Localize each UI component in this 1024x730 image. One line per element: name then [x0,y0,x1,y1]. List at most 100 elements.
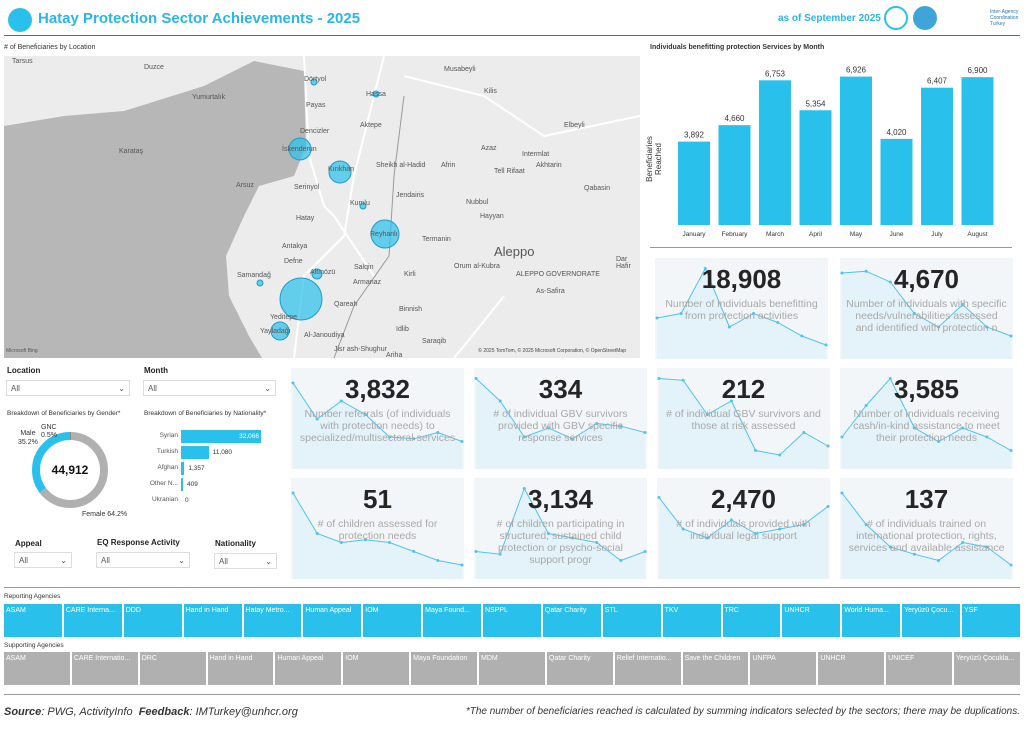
sparkline-point [776,321,780,324]
bar-august[interactable] [961,77,994,225]
eq-dropdown[interactable]: All ⌄ [96,552,190,568]
footer-note: *The number of beneficiaries reached is … [465,706,1020,717]
bar-february[interactable] [718,125,751,225]
reporting-agency-tile[interactable]: Hatay Metro... [243,604,302,637]
reporting-agency-tile[interactable]: STL [602,604,661,637]
supporting-agency-tile[interactable]: UNHCR [818,652,885,685]
bar-january[interactable] [678,141,710,225]
sparkline-point [840,435,844,439]
supporting-agency-tile[interactable]: ASAM [4,652,70,685]
donut-slice-male[interactable] [32,432,108,508]
kpi-label: # of children participating in structure… [496,518,625,566]
sparkline-point [460,440,464,443]
sparkline-point [961,541,965,544]
supporting-agency-tile[interactable]: Save the Children [682,652,749,685]
reporting-agencies: ASAM CARE Interna... DDD Hand in Hand Hatay … [4,604,1020,637]
reporting-agency-tile[interactable]: IOM [363,604,422,637]
location-map[interactable]: Tarsus Duzce Yumurtalık Karataş Dörtyol Hassa… [4,56,640,358]
reporting-agency-tile[interactable]: UNHCR [782,604,841,637]
kpi-sparkline [291,491,464,579]
reporting-agency-tile[interactable]: ASAM [4,604,62,637]
supporting-agency-tile[interactable]: DRC [139,652,206,685]
reporting-agency-tile[interactable]: DDD [123,604,182,637]
male-pct: 35.2% [18,439,38,446]
reporting-agency-tile[interactable]: Hand in Hand [183,604,242,637]
kpi-card[interactable]: 2,470 # of individuals provided with indi… [657,478,830,579]
sparkline-point [315,417,319,421]
kpi-label: # of individuals trained on internationa… [848,518,1005,554]
supporting-agency-tile[interactable]: UNFPA [750,652,817,685]
sparkline-point [363,413,367,416]
map-place-label: Tarsus [12,58,33,65]
sparkline-area [842,378,1011,469]
nationality-bar[interactable] [181,446,209,459]
supporting-title: Supporting Agencies [4,642,64,649]
donut-slice-female[interactable] [32,432,108,508]
map-place-label: Kilis [484,88,497,95]
footer-source: Source: PWG, ActivityInfo Feedback: IMTu… [4,706,298,718]
bar-june[interactable] [880,138,913,225]
map-place-label: Kirli [404,271,416,278]
appeal-dropdown[interactable]: All ⌄ [14,552,72,568]
sparkline-point [1009,563,1013,567]
supporting-agency-tile[interactable]: CARE Internatio... [71,652,138,685]
map-place-label: Antakya [282,243,308,250]
kpi-card[interactable]: 3,585 Number of individuals receiving cas… [840,368,1013,469]
reporting-agency-tile[interactable]: Human Appeal [303,604,362,637]
supporting-agency-tile[interactable]: Human Appeal [275,652,342,685]
kpi-card[interactable]: 212 # of individual GBV survivors and tho… [657,368,830,469]
supporting-agency-tile[interactable]: MDM [479,652,545,685]
supporting-agencies: ASAM CARE Internatio... DRC Hand in Hand Hum… [4,652,1020,685]
sparkline-point [864,523,868,526]
sparkline-point [363,538,367,542]
kpi-card[interactable]: 3,134 # of children participating in stru… [474,478,647,579]
reporting-agency-tile[interactable]: Qatar Charity [542,604,601,637]
bar-july[interactable] [921,87,953,225]
nationality-bar[interactable] [181,478,183,491]
bar-may[interactable] [840,76,872,225]
bar-april[interactable] [799,110,832,225]
reporting-agency-tile[interactable]: TKV [662,604,721,637]
kpi-card[interactable]: 137 # of individuals trained on internati… [840,478,1013,579]
location-dropdown[interactable]: All ⌄ [6,380,130,396]
supporting-agency-tile[interactable]: Hand in Hand [207,652,274,685]
supporting-agency-tile[interactable]: IOM [343,652,410,685]
supporting-agency-tile[interactable]: Qatar Charity [546,652,613,685]
kpi-card[interactable]: 18,908 Number of individuals benefitting … [655,258,828,359]
kpi-sparkline [840,491,1013,579]
supporting-agency-tile[interactable]: Relief Internatio... [614,652,681,685]
reporting-agency-tile[interactable]: World Huma... [842,604,901,637]
reporting-agency-tile[interactable]: CARE Interna... [63,604,122,637]
location-bubble [270,321,290,341]
kpi-card[interactable]: 4,670 Number of individuals with specific… [840,258,1013,359]
chart-divider [650,247,1012,248]
kpi-value: 212 [721,374,766,404]
kpi-card[interactable]: 51 # of children assessed for protection … [291,478,464,579]
sparkline-point [657,377,661,380]
supporting-agency-tile[interactable]: UNICEF [886,652,953,685]
kpi-card[interactable]: 3,832 Number referrals (of individuals wi… [291,368,464,469]
kpi-sparkline [291,381,464,469]
gnc-pct: 0.5% [41,432,57,439]
reporting-agency-tile[interactable]: Yeryüzü Çocu... [902,604,960,637]
nationality-bar[interactable] [181,462,185,475]
sparkline-point [752,312,756,315]
sparkline-point [619,559,623,562]
map-title: # of Beneficiaries by Location [4,44,96,51]
nationality-bar[interactable] [181,430,261,443]
reporting-agency-tile[interactable]: YSF [962,604,1020,637]
kpi-card[interactable]: 334 # of individual GBV survivors provide… [474,368,647,469]
supporting-agency-tile[interactable]: Yeryüzü Çocukla... [954,652,1020,685]
sparkline-point [802,523,806,526]
gender-donut-chart [32,432,108,508]
kpi-value: 3,832 [344,374,411,404]
eq-filter-label: EQ Response Activity [97,538,180,547]
reporting-agency-tile[interactable]: NSPPL [483,604,541,637]
bar-march[interactable] [759,80,791,226]
feedback-email[interactable]: : IMTurkey@unhcr.org [189,706,298,718]
reporting-agency-tile[interactable]: Maya Found... [423,604,481,637]
month-dropdown[interactable]: All ⌄ [143,380,276,396]
nationality-dropdown[interactable]: All ⌄ [214,553,277,569]
supporting-agency-tile[interactable]: Maya Foundation [411,652,478,685]
reporting-agency-tile[interactable]: TRC [722,604,781,637]
